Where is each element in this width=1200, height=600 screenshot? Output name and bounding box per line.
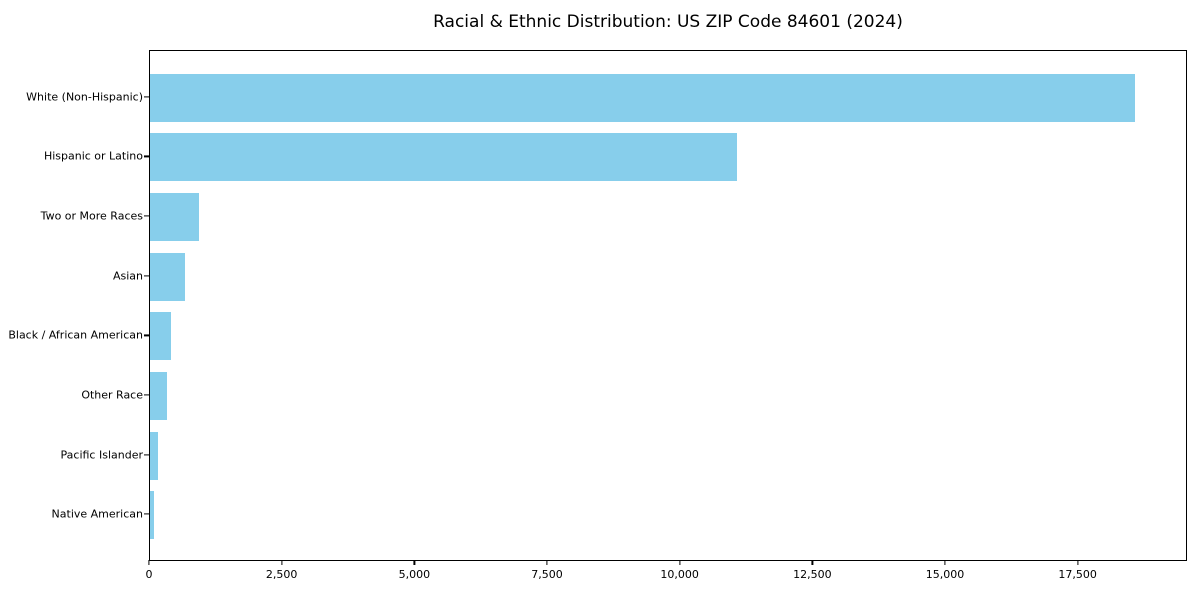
y-axis-label: Black / African American <box>8 328 143 342</box>
x-tick-mark <box>944 560 946 565</box>
bar-row <box>150 128 1186 188</box>
bar <box>150 312 171 361</box>
y-tick-mark <box>144 155 149 158</box>
y-axis-label: Other Race <box>81 388 143 402</box>
x-tick-label: 2,500 <box>265 568 298 581</box>
bar <box>150 73 1136 122</box>
y-tick-mark <box>144 275 149 277</box>
x-tick-label: 17,500 <box>1058 568 1097 581</box>
x-tick-mark <box>413 560 415 565</box>
y-tick-mark <box>144 215 149 217</box>
bar <box>150 431 158 480</box>
x-tick-label: 0 <box>145 568 153 581</box>
bars-container <box>150 68 1186 545</box>
bar-row <box>150 366 1186 426</box>
y-axis-label: Pacific Islander <box>60 448 143 462</box>
x-tick-mark <box>546 560 548 565</box>
y-axis-label: Native American <box>51 507 143 521</box>
bar-row <box>150 485 1186 545</box>
bar-row <box>150 68 1186 128</box>
x-tick-mark <box>281 560 283 565</box>
y-axis-label: White (Non-Hispanic) <box>26 90 143 104</box>
plot-area <box>149 50 1187 561</box>
y-tick-mark <box>144 453 149 456</box>
x-tick-mark <box>679 560 681 565</box>
y-axis-label: Asian <box>112 269 143 283</box>
x-tick-label: 12,500 <box>793 568 832 581</box>
bar-row <box>150 426 1186 486</box>
bar <box>150 371 167 420</box>
x-tick-mark <box>1077 560 1079 565</box>
y-tick-mark <box>144 96 149 98</box>
x-tick-label: 10,000 <box>660 568 699 581</box>
bar <box>150 491 155 540</box>
y-axis-label: Two or More Races <box>40 209 143 223</box>
x-tick-mark <box>148 560 150 565</box>
x-tick-label: 5,000 <box>398 568 431 581</box>
bar-row <box>150 307 1186 367</box>
bar-row <box>150 187 1186 247</box>
bar <box>150 193 199 242</box>
y-tick-mark <box>144 513 149 515</box>
x-tick-label: 7,500 <box>531 568 563 581</box>
x-tick-label: 15,000 <box>925 568 965 581</box>
x-tick-mark <box>811 560 813 565</box>
y-axis-label: Hispanic or Latino <box>43 149 143 163</box>
bar <box>150 133 737 182</box>
bar-row <box>150 247 1186 307</box>
y-tick-mark <box>144 334 149 336</box>
y-tick-mark <box>144 394 149 396</box>
chart-title: Racial & Ethnic Distribution: US ZIP Cod… <box>433 12 903 32</box>
bar <box>150 252 185 301</box>
